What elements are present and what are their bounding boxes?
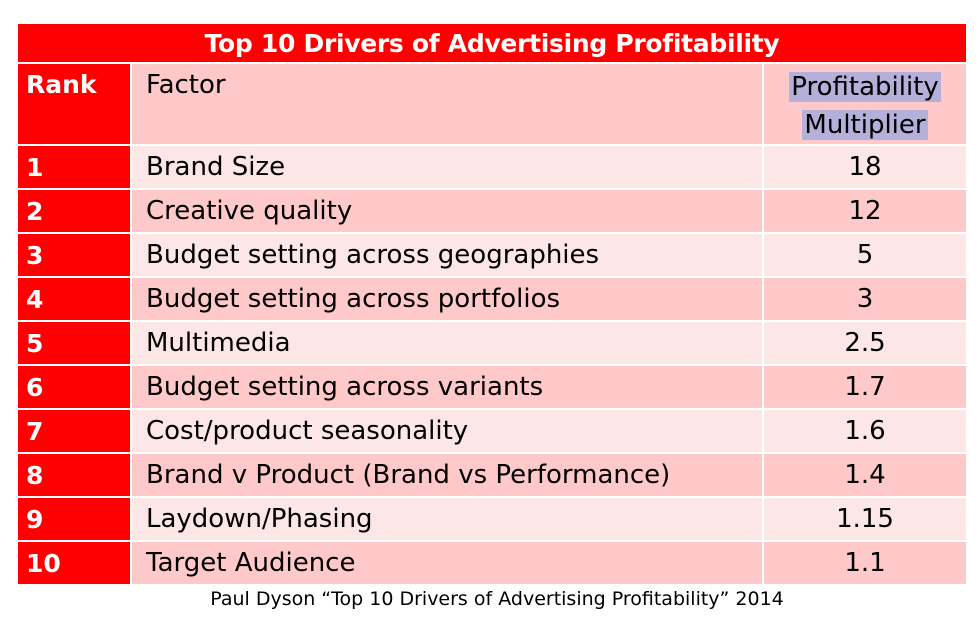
drivers-table: Top 10 Drivers of Advertising Profitabil…: [15, 22, 969, 586]
rank-cell: 1: [16, 144, 132, 190]
factor-cell: Budget setting across portfolios: [130, 276, 764, 322]
factor-cell: Cost/product seasonality: [130, 408, 764, 454]
rank-cell: 10: [16, 540, 132, 586]
table-row: 4 Budget setting across portfolios 3: [16, 276, 969, 322]
multiplier-cell: 2.5: [761, 320, 969, 366]
table-row: 8 Brand v Product (Brand vs Performance)…: [16, 452, 969, 498]
rank-header: Rank: [16, 62, 132, 146]
multiplier-header: Profitability Multiplier: [761, 62, 969, 146]
table-row: 10 Target Audience 1.1: [16, 540, 969, 586]
table-row: 1 Brand Size 18: [16, 144, 969, 190]
multiplier-cell: 3: [761, 276, 969, 322]
multiplier-cell: 12: [761, 188, 969, 234]
factor-cell: Brand Size: [130, 144, 764, 190]
multiplier-cell: 1.6: [761, 408, 969, 454]
multiplier-cell: 1.15: [761, 496, 969, 542]
factor-cell: Laydown/Phasing: [130, 496, 764, 542]
rank-cell: 4: [16, 276, 132, 322]
rank-cell: 6: [16, 364, 132, 410]
source-caption: Paul Dyson “Top 10 Drivers of Advertisin…: [210, 588, 784, 610]
drivers-table-container: Top 10 Drivers of Advertising Profitabil…: [15, 22, 969, 586]
table-title: Top 10 Drivers of Advertising Profitabil…: [15, 22, 969, 64]
table-row: 2 Creative quality 12: [16, 188, 969, 234]
factor-cell: Multimedia: [130, 320, 764, 366]
multiplier-cell: 1.1: [761, 540, 969, 586]
factor-cell: Creative quality: [130, 188, 764, 234]
rank-cell: 2: [16, 188, 132, 234]
multiplier-cell: 1.4: [761, 452, 969, 498]
rank-cell: 5: [16, 320, 132, 366]
factor-cell: Budget setting across variants: [130, 364, 764, 410]
table-row: 9 Laydown/Phasing 1.15: [16, 496, 969, 542]
rank-cell: 8: [16, 452, 132, 498]
multiplier-header-line1: Profitability: [789, 72, 941, 102]
multiplier-cell: 18: [761, 144, 969, 190]
table-row: 5 Multimedia 2.5: [16, 320, 969, 366]
factor-header: Factor: [130, 62, 764, 146]
factor-cell: Budget setting across geographies: [130, 232, 764, 278]
multiplier-header-line2: Multiplier: [802, 110, 928, 140]
table-body: 1 Brand Size 18 2 Creative quality 12 3 …: [16, 144, 969, 586]
table-row: 6 Budget setting across variants 1.7: [16, 364, 969, 410]
rank-cell: 3: [16, 232, 132, 278]
rank-cell: 9: [16, 496, 132, 542]
factor-cell: Brand v Product (Brand vs Performance): [130, 452, 764, 498]
header-row: Rank Factor Profitability Multiplier: [16, 62, 969, 146]
table-row: 3 Budget setting across geographies 5: [16, 232, 969, 278]
rank-cell: 7: [16, 408, 132, 454]
table-row: 7 Cost/product seasonality 1.6: [16, 408, 969, 454]
multiplier-cell: 5: [761, 232, 969, 278]
title-row: Top 10 Drivers of Advertising Profitabil…: [15, 22, 969, 64]
factor-cell: Target Audience: [130, 540, 764, 586]
multiplier-cell: 1.7: [761, 364, 969, 410]
